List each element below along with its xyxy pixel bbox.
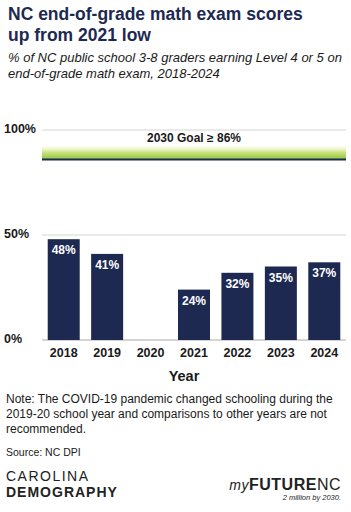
bar <box>48 239 80 340</box>
bar <box>265 267 297 341</box>
x-tick-label: 2018 <box>50 346 78 360</box>
logo-right: myFUTURENC2 million by 2030. <box>229 476 341 502</box>
x-tick-label: 2020 <box>137 346 165 360</box>
logo-right-main: myFUTURENC <box>229 476 341 494</box>
bar <box>178 290 210 340</box>
x-tick-label: 2023 <box>267 346 295 360</box>
subtitle: % of NC public school 3-8 graders earnin… <box>8 50 346 82</box>
logo-text: CAROLINA <box>6 468 90 484</box>
data-label: 35% <box>269 271 293 285</box>
data-label: 24% <box>182 294 206 308</box>
x-tick-label: 2019 <box>93 346 121 360</box>
logo-text: DEMOGRAPHY <box>6 484 118 500</box>
logo-text: my <box>229 477 249 493</box>
data-label: 41% <box>95 258 119 272</box>
bar <box>91 254 123 340</box>
logo-text: FUTURE <box>249 476 317 493</box>
y-tick-label: 100% <box>4 122 36 136</box>
bar <box>308 262 340 340</box>
title: NC end-of-grade math exam scores up from… <box>8 4 326 46</box>
data-label: 32% <box>225 277 249 291</box>
logo-tagline-line: 2 million by 2030. <box>229 493 341 502</box>
grid-line <box>42 130 346 131</box>
x-tick-label: 2022 <box>224 346 252 360</box>
x-axis-label: Year <box>169 368 200 384</box>
y-tick-label: 0% <box>4 332 22 346</box>
logo-text: NC <box>317 476 341 493</box>
goal-label: 2030 Goal ≥ 86% <box>147 131 241 145</box>
goal-band <box>42 145 346 159</box>
x-tick-label: 2021 <box>180 346 208 360</box>
bars <box>48 239 341 340</box>
logo-left-line: DEMOGRAPHY <box>6 484 118 500</box>
note: Note: The COVID-19 pandemic changed scho… <box>6 392 336 437</box>
logo-tagline: 2 million by 2030. <box>283 493 341 502</box>
y-tick-label: 50% <box>4 227 29 241</box>
y-axis-line <box>42 130 43 340</box>
logo-left: CAROLINADEMOGRAPHY <box>6 468 118 500</box>
goal-line <box>42 158 346 160</box>
grid-line <box>42 235 346 236</box>
data-label: 37% <box>312 266 336 280</box>
source: Source: NC DPI <box>6 446 81 458</box>
bar <box>221 273 253 340</box>
data-label: 48% <box>52 243 76 257</box>
x-tick-label: 2024 <box>310 346 338 360</box>
logo-left-line: CAROLINA <box>6 468 118 484</box>
